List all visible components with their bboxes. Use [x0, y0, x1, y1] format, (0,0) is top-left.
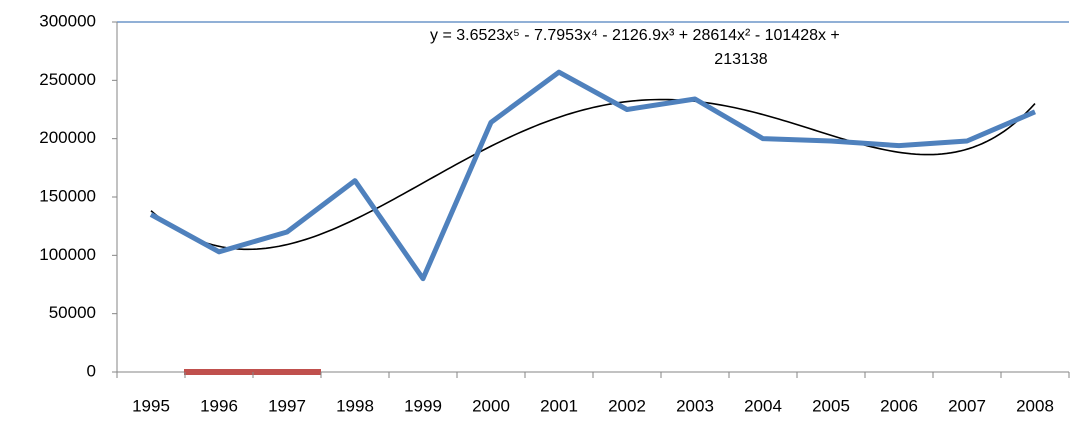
x-tick-label: 2003 [676, 396, 714, 415]
y-tick-label: 100000 [39, 245, 96, 264]
trendline-equation: 213138 [714, 51, 767, 68]
x-tick-label: 1997 [268, 396, 306, 415]
x-tick-label: 2006 [880, 396, 918, 415]
y-tick-label: 50000 [49, 303, 96, 322]
y-tick-label: 150000 [39, 186, 96, 205]
y-tick-label: 0 [87, 361, 96, 380]
x-tick-label: 2000 [472, 396, 510, 415]
x-tick-label: 2007 [948, 396, 986, 415]
y-tick-label: 300000 [39, 11, 96, 30]
x-tick-label: 1999 [404, 396, 442, 415]
x-tick-label: 2008 [1016, 396, 1054, 415]
y-tick-label: 200000 [39, 128, 96, 147]
y-tick-label: 250000 [39, 70, 96, 89]
x-tick-label: 2004 [744, 396, 782, 415]
trendline-equation: y = 3.6523x⁵ - 7.7953x⁴ - 2126.9x³ + 286… [430, 27, 840, 44]
x-tick-label: 2005 [812, 396, 850, 415]
x-tick-label: 2002 [608, 396, 646, 415]
x-tick-label: 1996 [200, 396, 238, 415]
x-tick-label: 2001 [540, 396, 578, 415]
x-tick-label: 1995 [132, 396, 170, 415]
x-tick-label: 1998 [336, 396, 374, 415]
trendline [150, 98, 1036, 251]
data-line [149, 69, 1036, 282]
